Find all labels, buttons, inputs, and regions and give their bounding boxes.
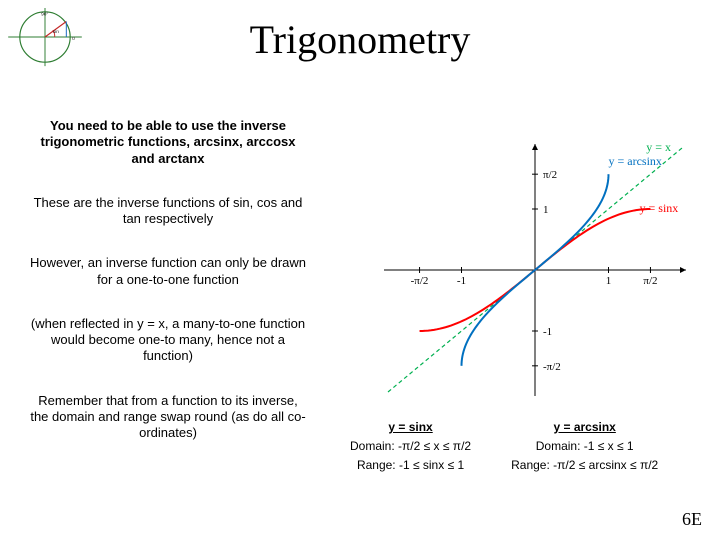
svg-text:y = x: y = x — [646, 140, 671, 154]
svg-text:π/2: π/2 — [543, 169, 557, 181]
svg-text:y = sinx: y = sinx — [640, 201, 679, 215]
svg-text:1: 1 — [606, 275, 612, 287]
para-3: However, an inverse function can only be… — [28, 255, 308, 288]
unit-circle-icon: 90° 0 sin — [6, 6, 84, 68]
svg-text:-π/2: -π/2 — [543, 361, 561, 373]
page-number: 6E — [682, 509, 702, 530]
sinx-range: Range: -1 ≤ sinx ≤ 1 — [350, 456, 471, 475]
left-column: You need to be able to use the inverse t… — [28, 118, 308, 469]
domain-range-row: y = sinx Domain: -π/2 ≤ x ≤ π/2 Range: -… — [350, 418, 710, 476]
svg-text:-π/2: -π/2 — [411, 275, 429, 287]
svg-text:-1: -1 — [543, 326, 552, 338]
arcsinx-range: Range: -π/2 ≤ arcsinx ≤ π/2 — [511, 456, 658, 475]
sinx-summary: y = sinx Domain: -π/2 ≤ x ≤ π/2 Range: -… — [350, 418, 471, 476]
para-4: (when reflected in y = x, a many-to-one … — [28, 316, 308, 365]
page-title: Trigonometry — [0, 0, 720, 63]
svg-text:-1: -1 — [457, 275, 466, 287]
svg-text:1: 1 — [543, 204, 549, 216]
para-2: These are the inverse functions of sin, … — [28, 195, 308, 228]
chart-arcsin: -π/2 -1 1 π/2 π/2 1 -1 -π/2 y = x y = sinx y = arc… — [370, 130, 700, 410]
sinx-domain: Domain: -π/2 ≤ x ≤ π/2 — [350, 437, 471, 456]
arcsinx-summary: y = arcsinx Domain: -1 ≤ x ≤ 1 Range: -π… — [511, 418, 658, 476]
sinx-header: y = sinx — [350, 418, 471, 437]
svg-text:0: 0 — [72, 36, 75, 42]
svg-text:sin: sin — [53, 29, 59, 35]
para-5: Remember that from a function to its inv… — [28, 393, 308, 442]
arcsinx-domain: Domain: -1 ≤ x ≤ 1 — [511, 437, 658, 456]
para-1: You need to be able to use the inverse t… — [28, 118, 308, 167]
arcsinx-header: y = arcsinx — [511, 418, 658, 437]
svg-text:90°: 90° — [41, 12, 48, 18]
svg-text:π/2: π/2 — [643, 275, 657, 287]
svg-text:y = arcsinx: y = arcsinx — [609, 154, 662, 168]
